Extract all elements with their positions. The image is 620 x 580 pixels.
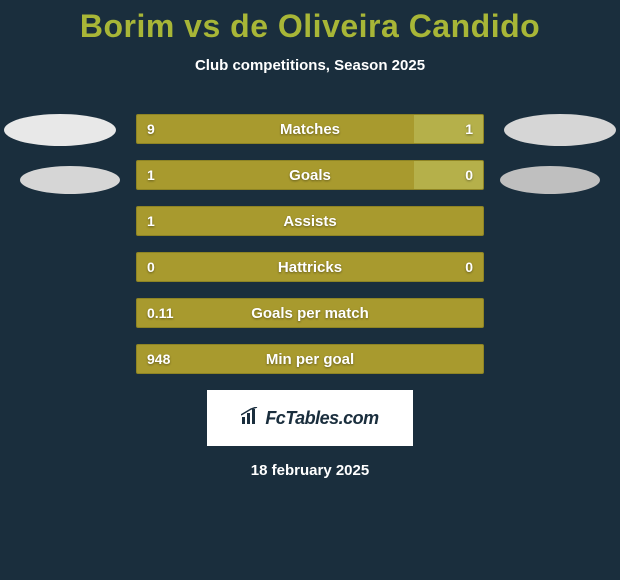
bar-chart-icon — [241, 407, 261, 430]
stat-row: 00Hattricks — [136, 252, 484, 282]
logo-text: FcTables.com — [265, 408, 378, 429]
player-left-ellipse-2 — [20, 166, 120, 194]
player-right-ellipse-2 — [500, 166, 600, 194]
comparison-chart: 91Matches 10Goals 1Assists 00Hattricks 0.11G… — [0, 114, 620, 374]
stat-label: Matches — [137, 115, 483, 143]
page-title: Borim vs de Oliveira Candido — [0, 0, 620, 45]
stat-row: 0.11Goals per match — [136, 298, 484, 328]
chart-date: 18 february 2025 — [0, 462, 620, 479]
stat-row: 1Assists — [136, 206, 484, 236]
stat-row: 10Goals — [136, 160, 484, 190]
player-left-ellipse-1 — [4, 114, 116, 146]
bars-container: 91Matches 10Goals 1Assists 00Hattricks 0.11G… — [136, 114, 484, 374]
page-subtitle: Club competitions, Season 2025 — [0, 57, 620, 74]
stat-row: 948Min per goal — [136, 344, 484, 374]
source-logo: FcTables.com — [207, 390, 413, 446]
stat-row: 91Matches — [136, 114, 484, 144]
stat-label: Assists — [137, 207, 483, 235]
stat-label: Goals per match — [137, 299, 483, 327]
stat-label: Hattricks — [137, 253, 483, 281]
player-right-ellipse-1 — [504, 114, 616, 146]
stat-label: Min per goal — [137, 345, 483, 373]
stat-label: Goals — [137, 161, 483, 189]
